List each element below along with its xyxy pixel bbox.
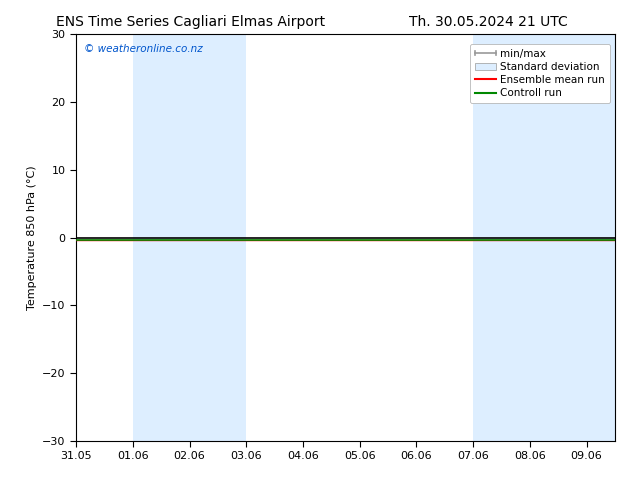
Y-axis label: Temperature 850 hPa (°C): Temperature 850 hPa (°C) bbox=[27, 165, 37, 310]
Legend: min/max, Standard deviation, Ensemble mean run, Controll run: min/max, Standard deviation, Ensemble me… bbox=[470, 44, 610, 103]
Text: ENS Time Series Cagliari Elmas Airport: ENS Time Series Cagliari Elmas Airport bbox=[56, 15, 325, 29]
Bar bbox=[586, 34, 634, 441]
Text: © weatheronline.co.nz: © weatheronline.co.nz bbox=[84, 45, 203, 54]
Bar bbox=[530, 34, 586, 441]
Bar bbox=[473, 34, 530, 441]
Bar bbox=[190, 34, 246, 441]
Bar bbox=[133, 34, 190, 441]
Text: Th. 30.05.2024 21 UTC: Th. 30.05.2024 21 UTC bbox=[409, 15, 567, 29]
